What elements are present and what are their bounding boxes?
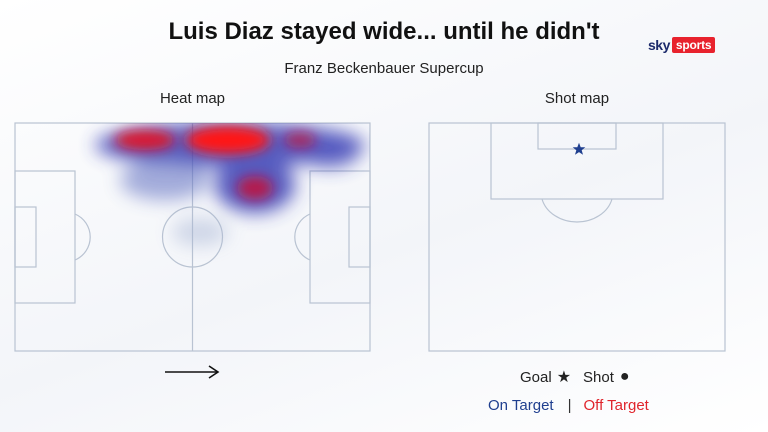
sky-sports-logo: sky sports: [648, 36, 716, 54]
shot-map-pitch: [428, 122, 726, 352]
legend-target: On Target | Off Target: [488, 397, 649, 414]
heat-map-density: [95, 123, 365, 246]
legend-separator: |: [567, 397, 572, 414]
shot-map-label: Shot map: [544, 90, 610, 107]
right-arrow-icon: [165, 365, 220, 379]
filled-circle-icon: ●: [619, 368, 630, 385]
star-icon: ★: [556, 369, 572, 386]
heat-map-label: Heat map: [159, 90, 226, 107]
attack-direction-arrow: [165, 365, 220, 379]
legend-shot-label: Shot: [583, 368, 614, 386]
legend-off-target: Off Target: [583, 397, 649, 414]
legend-symbols: Goal ★ Shot ●: [520, 367, 630, 387]
logo-sports-text: sports: [671, 37, 716, 53]
star-icon: [572, 142, 586, 155]
goal-shot-marker: [572, 142, 586, 155]
page-subtitle: Franz Beckenbauer Supercup: [284, 60, 484, 77]
legend-on-target: On Target: [488, 397, 554, 414]
legend-goal-label: Goal: [520, 368, 552, 386]
page-title: Luis Diaz stayed wide... until he didn't: [168, 18, 600, 45]
logo-sky-text: sky: [648, 37, 670, 53]
